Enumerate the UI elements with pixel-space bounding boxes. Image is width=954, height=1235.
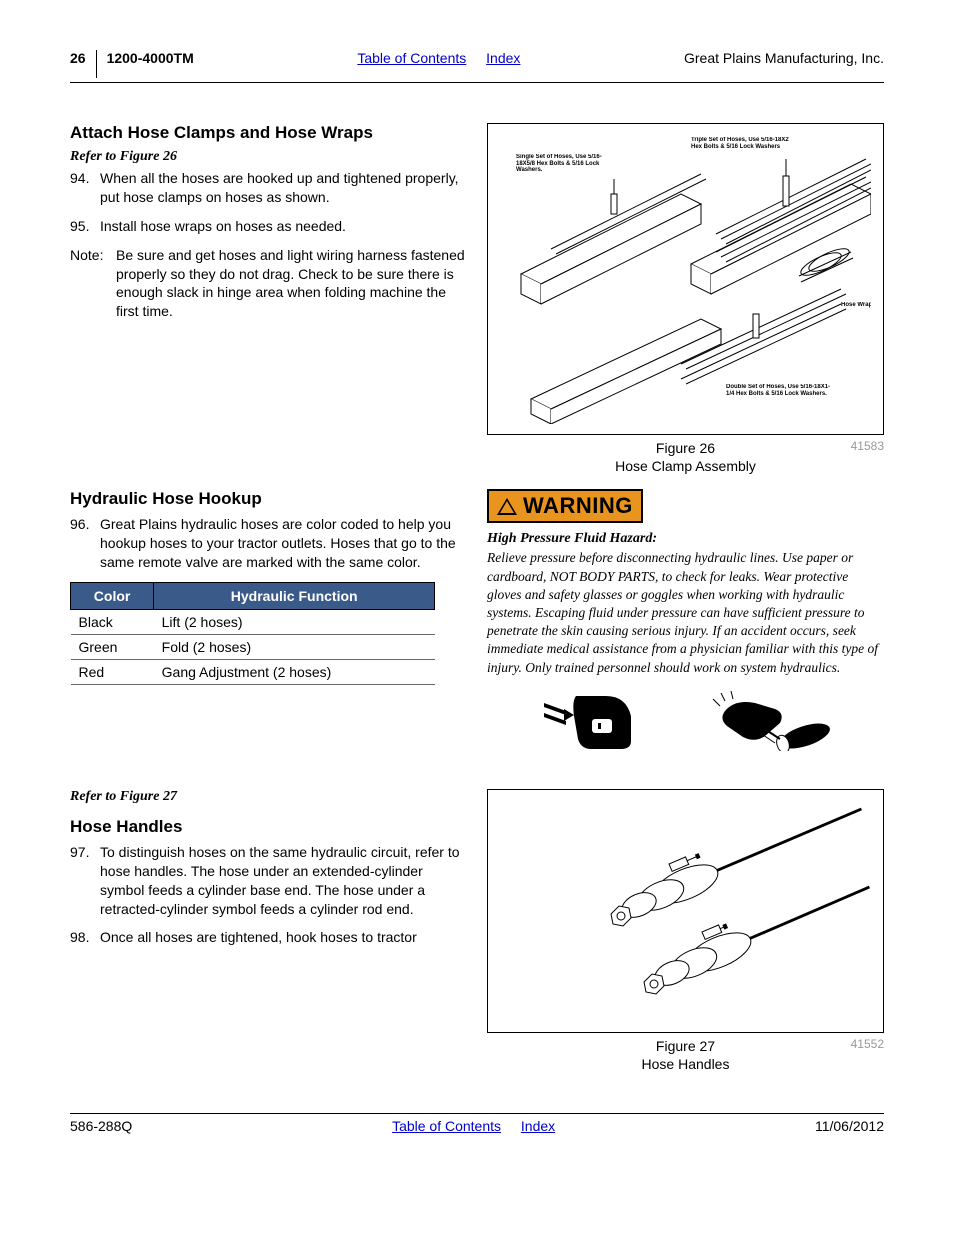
section-1-row: Attach Hose Clamps and Hose Wraps Refer … [70,123,884,475]
note-label: Note: [70,246,116,322]
hazard-title: High Pressure Fluid Hazard: [487,531,884,547]
note-text: Be sure and get hoses and light wiring h… [116,246,467,322]
fig26-caption-text: Hose Clamp Assembly [615,458,756,474]
hose-handles-diagram [494,796,877,1026]
th-color: Color [71,583,154,610]
step-98-num: 98. [70,928,100,947]
step-97-num: 97. [70,843,100,919]
toc-link[interactable]: Table of Contents [357,50,466,66]
figure-26-box: Single Set of Hoses, Use 5/16-18X5/8 Hex… [487,123,884,435]
cell-color-2: Red [71,660,154,685]
fig27-label: Figure 27 [656,1038,715,1054]
warning-badge: WARNING [487,489,643,523]
cell-func-1: Fold (2 hoses) [154,635,435,660]
warning-label: WARNING [523,493,633,519]
page-footer: 586-288Q Table of Contents Index 11/06/2… [70,1113,884,1134]
step-97-text: To distinguish hoses on the same hydraul… [100,843,467,919]
footer-date: 11/06/2012 [815,1118,884,1134]
fig26-callout-4: Hose Wrap [841,302,871,309]
cell-func-2: Gang Adjustment (2 hoses) [154,660,435,685]
hazard-text: Relieve pressure before disconnecting hy… [487,549,884,677]
section-3-title: Hose Handles [70,817,467,837]
figure-27-caption: 41552 Figure 27 Hose Handles [487,1037,884,1073]
page-number: 26 [70,50,97,78]
fig26-id: 41583 [851,439,884,455]
cell-color-0: Black [71,610,154,635]
fig27-caption-text: Hose Handles [642,1056,730,1072]
table-row: Green Fold (2 hoses) [71,635,435,660]
safety-icons [487,691,884,751]
th-function: Hydraulic Function [154,583,435,610]
note-block: Note: Be sure and get hoses and light wi… [70,246,467,322]
step-95-text: Install hose wraps on hoses as needed. [100,217,346,236]
cell-func-0: Lift (2 hoses) [154,610,435,635]
section-2-title: Hydraulic Hose Hookup [70,489,467,509]
section-1-title: Attach Hose Clamps and Hose Wraps [70,123,467,143]
footer-left: 586-288Q [70,1118,132,1134]
refer-fig26: Refer to Figure 26 [70,149,467,165]
step-98: 98. Once all hoses are tightened, hook h… [70,928,467,947]
goggles-icon [536,691,646,751]
fig26-label: Figure 26 [656,440,715,456]
hose-color-table: Color Hydraulic Function Black Lift (2 h… [70,582,435,685]
table-row: Black Lift (2 hoses) [71,610,435,635]
footer-toc-link[interactable]: Table of Contents [392,1118,501,1134]
header-left: 26 1200-4000TM [70,50,194,78]
footer-nav: Table of Contents Index [384,1118,563,1134]
refer-fig27: Refer to Figure 27 [70,789,467,805]
step-95-num: 95. [70,217,100,236]
step-96: 96. Great Plains hydraulic hoses are col… [70,515,467,572]
section-2-row: Hydraulic Hose Hookup 96. Great Plains h… [70,489,884,769]
page-header: 26 1200-4000TM Table of Contents Index G… [70,50,884,83]
doc-code: 1200-4000TM [107,50,194,66]
index-link[interactable]: Index [486,50,520,66]
hose-clamp-diagram: Single Set of Hoses, Use 5/16-18X5/8 Hex… [498,134,873,424]
figure-26-caption: 41583 Figure 26 Hose Clamp Assembly [487,439,884,475]
step-94-text: When all the hoses are hooked up and tig… [100,169,467,207]
fig26-callout-1: Single Set of Hoses, Use 5/16-18X5/8 Hex… [516,154,616,174]
fig27-id: 41552 [851,1037,884,1053]
step-95: 95. Install hose wraps on hoses as neede… [70,217,467,236]
step-94-num: 94. [70,169,100,207]
step-94: 94. When all the hoses are hooked up and… [70,169,467,207]
warning-triangle-icon [497,498,517,515]
step-96-text: Great Plains hydraulic hoses are color c… [100,515,467,572]
company-name: Great Plains Manufacturing, Inc. [684,50,884,66]
fig26-callout-3: Double Set of Hoses, Use 5/16-18X1-1/4 H… [726,384,836,397]
step-98-text: Once all hoses are tightened, hook hoses… [100,928,417,947]
cell-color-1: Green [71,635,154,660]
footer-index-link[interactable]: Index [521,1118,555,1134]
fig26-callout-2: Triple Set of Hoses, Use 5/16-18X2 Hex B… [691,137,791,150]
header-nav: Table of Contents Index [349,50,528,66]
step-97: 97. To distinguish hoses on the same hyd… [70,843,467,919]
step-96-num: 96. [70,515,100,572]
table-row: Red Gang Adjustment (2 hoses) [71,660,435,685]
section-3-row: Refer to Figure 27 Hose Handles 97. To d… [70,789,884,1073]
glove-leak-icon [705,691,835,751]
figure-27-box [487,789,884,1033]
